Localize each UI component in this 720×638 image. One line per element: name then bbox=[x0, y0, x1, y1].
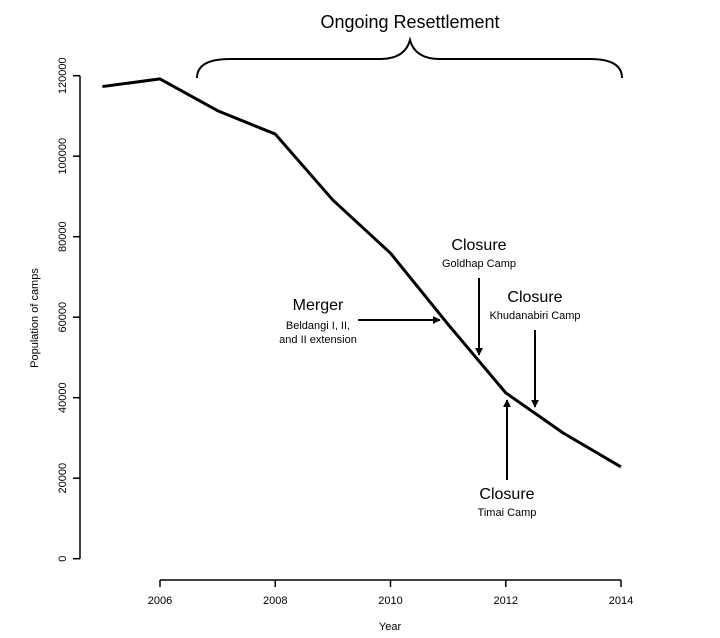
goldhap-closure-line: Goldhap Camp bbox=[442, 258, 516, 270]
resettlement-bracket bbox=[196, 36, 623, 79]
x-tick-label: 2006 bbox=[148, 595, 172, 607]
timai-closure-line: Timai Camp bbox=[478, 507, 537, 519]
x-tick-label: 2008 bbox=[263, 595, 287, 607]
y-tick-label: 100000 bbox=[57, 138, 69, 175]
y-axis-label: Population of camps bbox=[29, 268, 41, 368]
y-tick-label: 20000 bbox=[57, 463, 69, 494]
x-tick-label: 2012 bbox=[494, 595, 518, 607]
y-tick-label: 60000 bbox=[57, 302, 69, 333]
population-line bbox=[102, 77, 622, 469]
y-tick-label: 80000 bbox=[57, 221, 69, 252]
y-tick-label: 0 bbox=[57, 556, 69, 562]
merger-line-2: and II extension bbox=[279, 334, 357, 346]
merger-line-1: Beldangi I, II, bbox=[286, 320, 350, 332]
khudanabiri-closure-title: Closure bbox=[507, 289, 562, 306]
y-tick-label: 40000 bbox=[57, 382, 69, 413]
timai-closure-title: Closure bbox=[479, 486, 534, 503]
x-axis-label: Year bbox=[379, 621, 402, 633]
x-tick-label: 2014 bbox=[609, 595, 633, 607]
khudanabiri-closure-line: Khudanabiri Camp bbox=[489, 310, 580, 322]
y-tick-label: 120000 bbox=[57, 57, 69, 94]
x-tick-label: 2010 bbox=[378, 595, 402, 607]
goldhap-closure-title: Closure bbox=[451, 237, 506, 254]
merger-title: Merger bbox=[293, 297, 344, 314]
chart-title: Ongoing Resettlement bbox=[320, 12, 499, 32]
